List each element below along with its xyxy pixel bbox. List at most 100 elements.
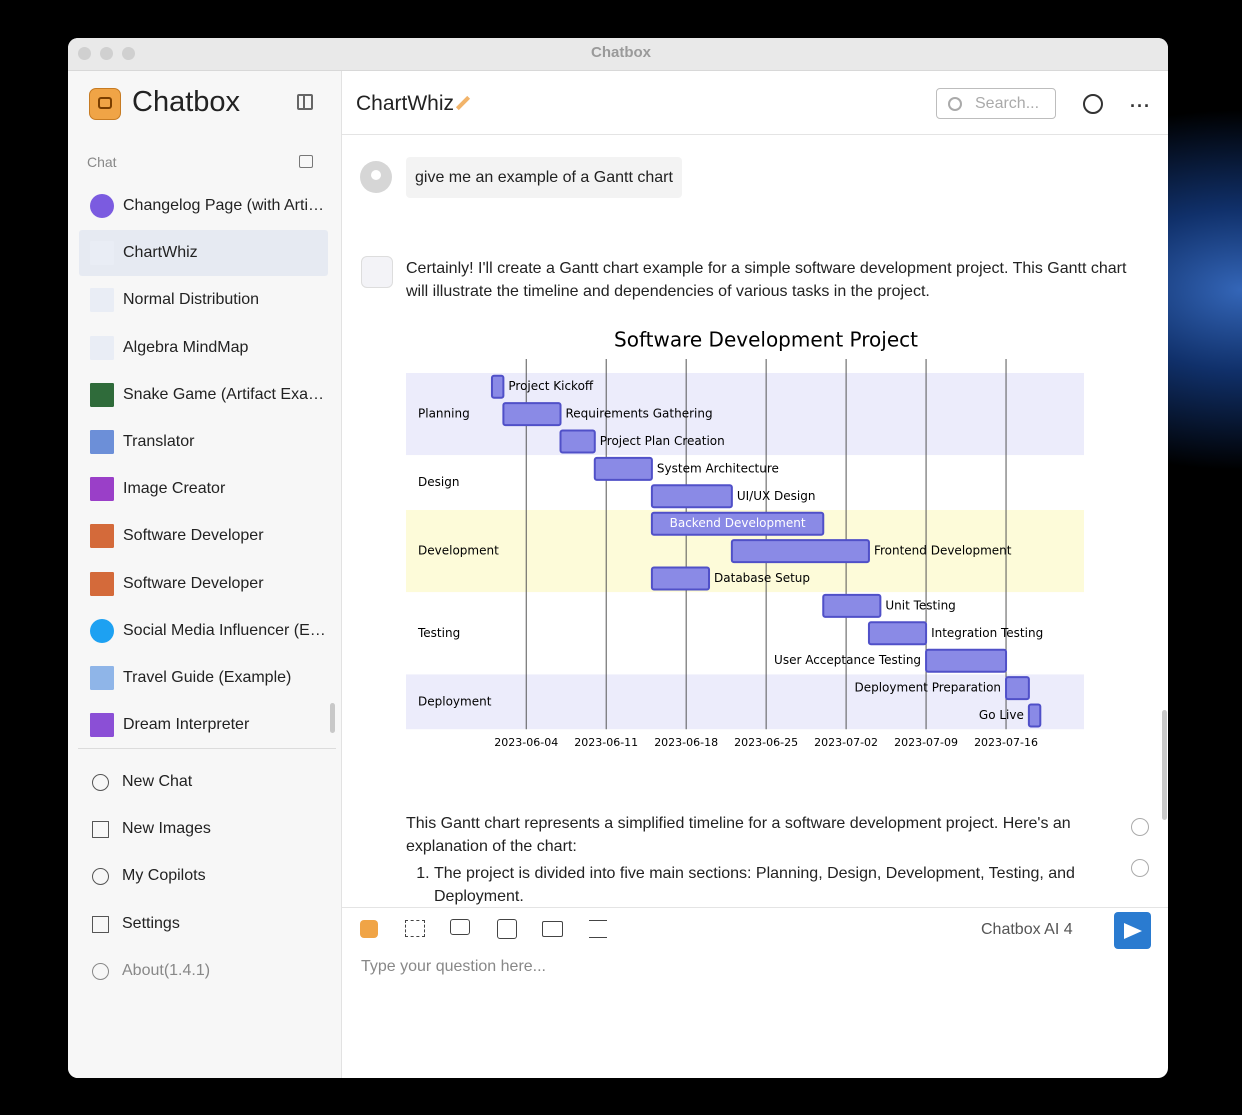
chat-item[interactable]: Software Developer [79,564,328,604]
task-label: Unit Testing [885,598,955,612]
chat-item[interactable]: Changelog Page (with Arti… [79,186,328,226]
task-bar [925,648,1008,673]
task-bar [650,484,733,509]
search-placeholder: Search... [975,95,1040,112]
chat-name: Snake Game (Artifact Exa… [123,385,324,403]
chat-icon [90,666,114,690]
task-bar [822,593,882,618]
menu-item[interactable]: About(1.4.1) [79,951,328,991]
selection-button[interactable] [405,920,425,937]
chat-item[interactable]: ChartWhiz [79,233,328,273]
task-label: Requirements Gathering [566,407,713,421]
menu-label: About(1.4.1) [122,961,211,979]
section-label: Development [418,544,499,558]
active-chat-highlight [79,230,328,277]
chat-name: Social Media Influencer (E… [123,621,326,639]
task-bar [1005,676,1030,701]
composer-divider [342,907,1168,908]
chat-icon [90,571,114,596]
menu-label: New Chat [122,773,193,790]
window-title: Chatbox [591,44,651,61]
menu-item[interactable]: New Chat [79,762,328,802]
scroll-up-button[interactable] [1131,818,1149,836]
chat-name: Algebra MindMap [123,338,249,356]
chat-item[interactable]: Algebra MindMap [79,328,328,368]
chat-name: Normal Distribution [123,291,260,309]
minimize-button[interactable] [100,47,113,60]
section-label: Design [418,475,459,489]
menu-label: My Copilots [122,867,206,885]
task-bar [650,566,711,591]
scroll-down-button[interactable] [1131,859,1149,877]
section-label: Chat [87,154,117,170]
x-tick-label: 2023-07-16 [974,736,1038,749]
followup-text: This Gantt chart represents a simplified… [406,815,1071,855]
task-bar [1027,703,1042,728]
task-bar [593,456,653,481]
explanation-list: The project is divided into five main se… [406,862,1123,907]
task-label: User Acceptance Testing [774,653,921,667]
assistant-avatar [361,256,393,288]
section-band [406,674,1084,730]
task-label: Project Kickoff [508,379,594,393]
chat-item[interactable]: Image Creator [79,469,328,509]
chart-title: Software Development Project [614,328,918,352]
collapse-sidebar-button[interactable] [297,94,313,110]
chat-icon [90,618,114,643]
new-thread-button[interactable] [450,919,470,935]
menu-icon [92,821,109,839]
task-bar [730,539,870,564]
x-tick-label: 2023-06-18 [654,736,718,749]
search-box[interactable]: Search... [936,88,1056,119]
chat-icon [90,713,114,738]
chat-icon [90,194,114,218]
header-divider [342,134,1168,135]
chat-name: ChartWhiz [123,244,198,262]
chat-item[interactable]: Software Developer [79,516,328,556]
x-tick-label: 2023-07-09 [894,736,958,749]
assistant-message: Certainly! I'll create a Gantt chart exa… [406,260,1127,300]
chat-item[interactable]: Dream Interpreter [79,705,328,745]
menu-item[interactable]: New Images [79,809,328,849]
sidebar-divider [78,748,336,749]
model-selector[interactable]: Chatbox AI 4 [981,921,1073,938]
archive-button[interactable] [299,155,313,168]
chat-item[interactable]: Translator [79,422,328,462]
file-button[interactable] [542,921,563,937]
chat-icon [90,335,114,360]
copilot-button[interactable] [360,920,378,938]
menu-icon [92,962,109,980]
chat-item[interactable]: Normal Distribution [79,280,328,320]
task-label: Integration Testing [931,626,1043,640]
chat-icon [90,477,114,502]
image-button[interactable] [497,919,517,939]
x-tick-label: 2023-07-02 [814,736,878,749]
task-label: System Architecture [657,461,779,475]
close-button[interactable] [78,47,91,60]
menu-item[interactable]: My Copilots [79,856,328,896]
chat-icon [90,524,114,549]
chat-item[interactable]: Social Media Influencer (E… [79,611,328,651]
input-placeholder[interactable]: Type your question here... [361,958,546,975]
zoom-button[interactable] [122,47,135,60]
menu-item[interactable]: Settings [79,904,328,944]
send-button[interactable] [1114,912,1151,949]
settings-toggle-button[interactable] [589,920,607,938]
menu-label: New Images [122,820,211,838]
history-button[interactable] [1083,94,1103,114]
x-tick-label: 2023-06-04 [494,736,558,749]
task-label: Frontend Development [874,544,1012,558]
chat-item[interactable]: Snake Game (Artifact Exa… [79,375,328,415]
more-button[interactable]: ··· [1130,96,1151,116]
chat-item[interactable]: Travel Guide (Example) [79,658,328,698]
chat-name: Software Developer [123,527,264,545]
user-message: give me an example of a Gantt chart [406,157,682,198]
chat-name: Image Creator [123,480,226,498]
main-scrollbar [1162,710,1167,820]
x-tick-label: 2023-06-25 [734,736,798,749]
chat-icon [90,241,114,266]
menu-icon [92,774,109,791]
task-label: Deployment Preparation [854,681,1001,695]
